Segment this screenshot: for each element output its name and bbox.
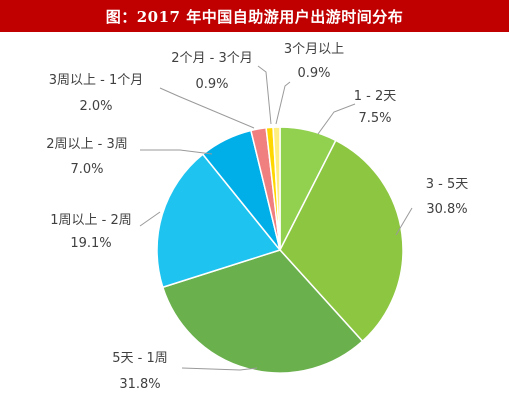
leader-line bbox=[317, 103, 356, 135]
leader-line bbox=[257, 65, 272, 125]
leader-line bbox=[139, 211, 161, 227]
chart-title: 图：2017 年中国自助游用户出游时间分布 bbox=[0, 0, 509, 32]
leader-line bbox=[395, 207, 413, 236]
slice-label: 1 - 2天 bbox=[354, 89, 397, 104]
leader-line bbox=[181, 367, 258, 371]
slice-value-label: 7.0% bbox=[70, 162, 103, 177]
slice-label: 3周以上 - 1个月 bbox=[49, 73, 144, 88]
pie-slice bbox=[279, 139, 404, 343]
slice-value-label: 0.9% bbox=[297, 66, 330, 81]
slice-value-label: 30.8% bbox=[426, 202, 467, 217]
pie-slice bbox=[272, 126, 281, 251]
slice-value-label: 31.8% bbox=[119, 377, 160, 392]
slice-label: 3 - 5天 bbox=[426, 177, 469, 192]
slice-label: 1周以上 - 2周 bbox=[50, 213, 132, 228]
leader-line bbox=[140, 149, 213, 155]
slice-value-label: 7.5% bbox=[358, 111, 391, 126]
slice-label: 5天 - 1周 bbox=[112, 351, 168, 366]
leader-line bbox=[159, 87, 255, 129]
leader-line bbox=[275, 81, 291, 125]
slice-label: 3个月以上 bbox=[284, 42, 344, 57]
slice-value-label: 19.1% bbox=[70, 236, 111, 251]
slice-value-label: 0.9% bbox=[195, 77, 228, 92]
slice-label: 2周以上 - 3周 bbox=[46, 137, 128, 152]
slice-value-label: 2.0% bbox=[79, 99, 112, 114]
pie-slice bbox=[156, 153, 282, 289]
slice-label: 2个月 - 3个月 bbox=[171, 51, 253, 66]
